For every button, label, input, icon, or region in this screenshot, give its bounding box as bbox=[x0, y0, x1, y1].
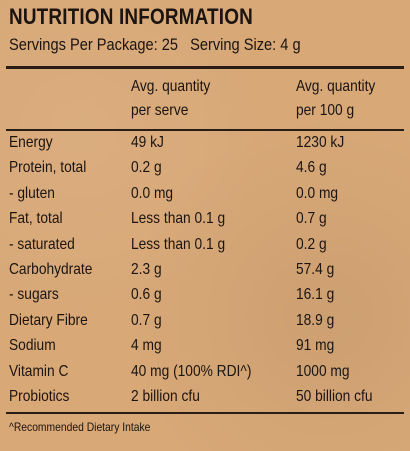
header-per-100g-line1: Avg. quantity bbox=[296, 78, 376, 95]
nutrient-name: - gluten bbox=[9, 184, 55, 202]
servings-per-package: Servings Per Package: 25 bbox=[9, 35, 179, 54]
per-serve-value: 49 kJ bbox=[131, 134, 164, 151]
footnote: ^Recommended Dietary Intake bbox=[9, 420, 151, 434]
per-100g-value: 0.2 g bbox=[296, 235, 327, 253]
header-per-serve-line2: per serve bbox=[131, 102, 189, 119]
panel-title: NUTRITION INFORMATION bbox=[9, 4, 253, 29]
per-100g-value: 57.4 g bbox=[296, 261, 335, 278]
nutrient-name: Fat, total bbox=[9, 210, 63, 228]
per-100g-value: 1230 kJ bbox=[296, 134, 345, 151]
per-100g-value: 50 billion cfu bbox=[296, 388, 373, 405]
per-100g-value: 4.6 g bbox=[296, 159, 327, 177]
header-divider bbox=[6, 66, 404, 69]
nutrient-name: Protein, total bbox=[9, 159, 87, 177]
header-per-serve-line1: Avg. quantity bbox=[131, 78, 211, 95]
per-serve-value: 0.7 g bbox=[131, 311, 162, 329]
nutrient-name: - saturated bbox=[9, 235, 75, 253]
header-per-100g-line2: per 100 g bbox=[296, 102, 355, 119]
per-100g-value: 0.7 g bbox=[296, 210, 327, 228]
per-serve-value: 0.0 mg bbox=[131, 184, 174, 202]
table-divider bbox=[6, 129, 404, 131]
serving-info: Servings Per Package: 25 Serving Size: 4 … bbox=[9, 35, 301, 55]
per-serve-value: Less than 0.1 g bbox=[131, 210, 226, 228]
per-serve-value: Less than 0.1 g bbox=[131, 235, 226, 253]
serving-size: Serving Size: 4 g bbox=[190, 35, 301, 54]
nutrient-name: Probiotics bbox=[9, 388, 70, 405]
per-100g-value: 0.0 mg bbox=[296, 184, 339, 202]
per-100g-value: 91 mg bbox=[296, 337, 335, 355]
per-100g-value: 1000 mg bbox=[296, 362, 350, 380]
nutrient-name: Dietary Fibre bbox=[9, 311, 88, 329]
per-serve-value: 40 mg (100% RDI^) bbox=[131, 362, 252, 380]
nutrient-name: - sugars bbox=[9, 286, 59, 304]
per-serve-value: 2 billion cfu bbox=[131, 388, 200, 405]
per-serve-value: 0.6 g bbox=[131, 286, 162, 304]
per-serve-value: 2.3 g bbox=[131, 261, 162, 278]
per-100g-value: 16.1 g bbox=[296, 286, 335, 304]
per-serve-value: 4 mg bbox=[131, 337, 162, 355]
nutrient-name: Vitamin C bbox=[9, 362, 69, 380]
nutrient-name: Carbohydrate bbox=[9, 261, 93, 278]
per-serve-value: 0.2 g bbox=[131, 159, 162, 177]
nutrient-name: Energy bbox=[9, 134, 53, 151]
per-100g-value: 18.9 g bbox=[296, 311, 335, 329]
nutrient-name: Sodium bbox=[9, 337, 56, 355]
table-bottom-divider bbox=[6, 412, 404, 414]
